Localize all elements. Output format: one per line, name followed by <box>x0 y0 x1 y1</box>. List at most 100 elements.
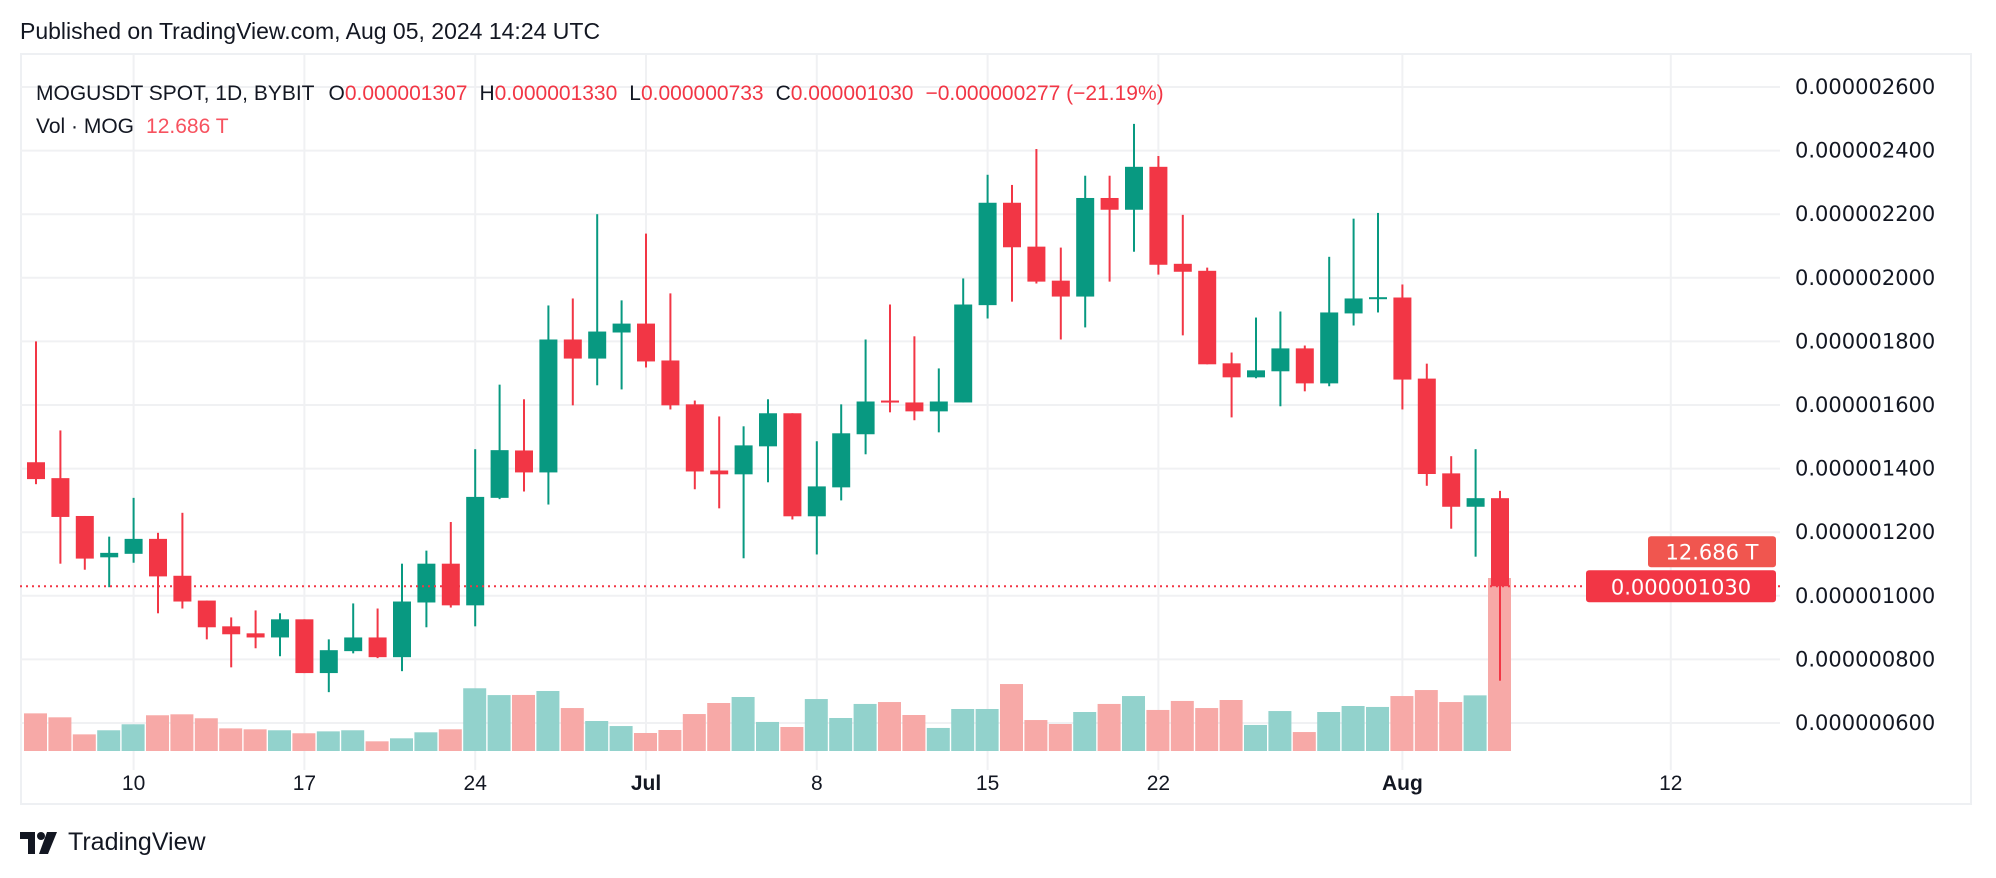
volume-bar <box>121 724 145 751</box>
candle[interactable] <box>1051 247 1070 340</box>
candle[interactable] <box>637 233 655 368</box>
candle-body <box>1222 363 1241 378</box>
candle[interactable] <box>1198 267 1217 365</box>
candle[interactable] <box>271 613 289 657</box>
candle[interactable] <box>393 563 411 672</box>
volume-bar <box>146 715 169 751</box>
open-label: O <box>328 81 345 105</box>
candle[interactable] <box>100 536 119 588</box>
candle[interactable] <box>1442 456 1461 529</box>
volume-bar <box>243 729 267 751</box>
candle[interactable] <box>832 404 851 501</box>
candle[interactable] <box>881 304 899 413</box>
candle[interactable] <box>515 399 533 492</box>
candle[interactable] <box>734 426 753 559</box>
volume-bar <box>609 726 633 751</box>
candle[interactable] <box>1003 184 1021 302</box>
candle-wick <box>108 536 111 588</box>
candle-body <box>1369 297 1387 300</box>
candle[interactable] <box>685 400 704 490</box>
chart-frame <box>20 53 1972 805</box>
candle[interactable] <box>954 278 973 403</box>
volume-bar <box>1244 724 1267 751</box>
candle[interactable] <box>441 522 460 608</box>
candle[interactable] <box>1320 256 1339 387</box>
price-axis: 0.000002600 0.000002400 0.000002200 0.00000… <box>1795 75 1935 735</box>
volume-badge <box>1648 536 1776 568</box>
candle[interactable] <box>75 515 94 570</box>
candle[interactable] <box>124 497 143 563</box>
candle[interactable] <box>1173 214 1192 336</box>
candle-body <box>1198 270 1217 365</box>
candle[interactable] <box>417 550 436 628</box>
candle[interactable] <box>1466 449 1485 557</box>
candle[interactable] <box>149 532 167 614</box>
candle[interactable] <box>197 600 216 640</box>
candle[interactable] <box>173 512 192 609</box>
candle[interactable] <box>563 298 582 406</box>
candle[interactable] <box>759 399 777 483</box>
volume-bar <box>951 708 975 751</box>
candle[interactable] <box>1100 175 1119 282</box>
price-tick-label: 0.000001800 <box>1795 329 1935 353</box>
date-tick-label: 10 <box>122 772 145 795</box>
candle[interactable] <box>1149 156 1168 275</box>
tradingview-footer[interactable]: TradingView <box>20 828 206 857</box>
candle[interactable] <box>1491 490 1509 681</box>
date-tick-label: 12 <box>1659 772 1682 795</box>
candle[interactable] <box>807 441 826 555</box>
candle[interactable] <box>929 368 948 433</box>
candle[interactable] <box>710 416 729 509</box>
volume-label[interactable]: Vol · MOG <box>36 114 135 138</box>
candle-wick <box>498 384 501 500</box>
candle[interactable] <box>661 293 680 410</box>
candle[interactable] <box>1344 218 1363 326</box>
candle[interactable] <box>1369 212 1387 313</box>
candle[interactable] <box>1271 311 1290 407</box>
grid-lines <box>20 55 1780 770</box>
volume-bar <box>1073 711 1097 751</box>
candle[interactable] <box>612 300 631 390</box>
candle[interactable] <box>1125 123 1143 252</box>
candle[interactable] <box>1393 284 1412 410</box>
volume-bar <box>560 708 584 751</box>
candle[interactable] <box>246 610 265 649</box>
candle[interactable] <box>222 617 241 668</box>
volume-bar <box>463 688 487 751</box>
candle[interactable] <box>783 413 802 520</box>
candle[interactable] <box>27 341 45 485</box>
date-tick-label: 22 <box>1147 772 1170 795</box>
candle[interactable] <box>1295 345 1314 392</box>
candle[interactable] <box>295 619 314 674</box>
symbol-title[interactable]: MOGUSDT SPOT, 1D, BYBIT <box>36 81 315 105</box>
volume-bar <box>634 732 657 751</box>
date-tick-label: 8 <box>811 772 823 795</box>
candle[interactable] <box>344 603 363 654</box>
volume-bar <box>975 708 999 751</box>
candle[interactable] <box>1027 149 1046 284</box>
candle-body <box>661 360 680 406</box>
volume-bar <box>414 732 438 751</box>
candle[interactable] <box>1417 363 1436 486</box>
candle-wick <box>132 497 135 563</box>
candle[interactable] <box>51 430 70 564</box>
candle[interactable] <box>1222 352 1241 418</box>
candle-wick <box>1108 175 1111 282</box>
candle-wick <box>1352 218 1355 326</box>
candle-body <box>1466 498 1485 507</box>
volume-bar <box>1292 732 1316 751</box>
candle[interactable] <box>588 214 607 386</box>
candle[interactable] <box>539 305 558 505</box>
candle[interactable] <box>319 639 338 693</box>
candle[interactable] <box>368 608 387 659</box>
candle[interactable] <box>978 174 997 319</box>
candle[interactable] <box>905 336 924 421</box>
candle[interactable] <box>1247 317 1265 379</box>
candle-body <box>637 323 655 362</box>
candle[interactable] <box>856 339 875 455</box>
candle[interactable] <box>466 449 485 627</box>
candle[interactable] <box>490 384 509 500</box>
candle-body <box>75 515 94 559</box>
candle[interactable] <box>1076 175 1095 328</box>
